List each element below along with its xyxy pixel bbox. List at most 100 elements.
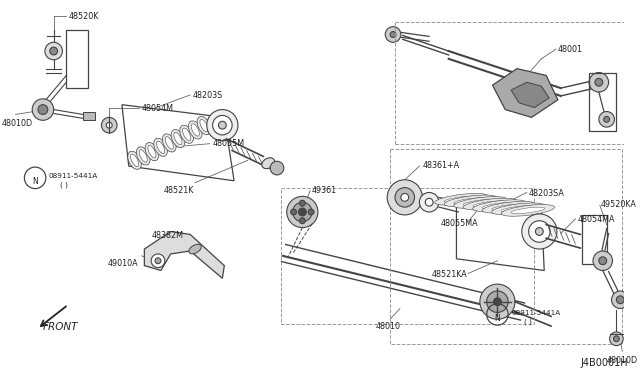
Circle shape [599,257,607,264]
Ellipse shape [191,124,199,136]
Ellipse shape [492,204,526,211]
Ellipse shape [483,202,516,209]
Ellipse shape [174,132,182,145]
Circle shape [593,251,612,270]
Ellipse shape [154,138,168,156]
Circle shape [387,180,422,215]
Circle shape [101,118,117,133]
Ellipse shape [180,125,193,143]
Bar [582,215,607,264]
Text: 48203SA: 48203SA [529,189,564,198]
Circle shape [536,228,543,235]
Ellipse shape [473,201,507,207]
Ellipse shape [131,154,139,167]
Ellipse shape [463,199,497,206]
Ellipse shape [140,150,147,162]
Circle shape [614,336,620,342]
Bar [390,148,622,344]
Circle shape [38,105,48,115]
Circle shape [291,209,296,215]
Circle shape [480,284,515,319]
Ellipse shape [182,128,191,141]
Bar [83,112,95,120]
Ellipse shape [197,116,211,135]
Circle shape [486,291,508,312]
Ellipse shape [492,203,545,215]
Text: 08911-5441A: 08911-5441A [49,173,98,179]
Circle shape [529,221,550,242]
Circle shape [612,291,629,308]
Circle shape [609,332,623,346]
Text: 48010D: 48010D [607,356,638,365]
Circle shape [32,99,54,120]
Circle shape [395,187,415,207]
Bar [67,30,88,88]
Text: 48521K: 48521K [164,186,194,195]
Text: ( ): ( ) [60,182,68,188]
Ellipse shape [148,145,156,158]
Circle shape [419,192,439,212]
Circle shape [595,78,603,86]
Ellipse shape [511,207,545,214]
Polygon shape [493,68,558,118]
Ellipse shape [165,137,173,149]
Text: 48010: 48010 [376,322,401,331]
Circle shape [308,209,314,215]
Text: 48054M: 48054M [141,104,173,113]
Ellipse shape [145,142,159,161]
Circle shape [425,198,433,206]
Circle shape [212,115,232,135]
Ellipse shape [501,205,554,216]
Circle shape [385,27,401,42]
Polygon shape [511,82,549,108]
Circle shape [270,161,284,175]
Ellipse shape [435,193,488,205]
Ellipse shape [189,244,202,254]
Circle shape [298,208,307,216]
Polygon shape [145,231,225,278]
Circle shape [390,32,396,38]
Ellipse shape [463,198,516,210]
Circle shape [522,214,557,249]
Ellipse shape [444,196,478,202]
Bar [589,73,616,131]
Text: 48001: 48001 [558,45,583,54]
Text: 48055MA: 48055MA [441,219,479,228]
Ellipse shape [136,147,150,165]
Ellipse shape [188,121,202,139]
Text: 08911-5441A: 08911-5441A [511,310,560,315]
Circle shape [292,202,312,222]
Circle shape [493,298,501,306]
Circle shape [106,122,112,128]
Circle shape [45,42,63,60]
Ellipse shape [171,129,185,148]
Ellipse shape [501,206,535,212]
Text: 48054MA: 48054MA [577,215,615,224]
Ellipse shape [200,119,208,132]
Text: 48055M: 48055M [212,139,244,148]
Ellipse shape [444,195,497,207]
Text: J4B0001H: J4B0001H [580,358,628,368]
Text: 48521KA: 48521KA [432,270,468,279]
Bar [281,187,534,324]
Text: 49010A: 49010A [108,259,138,268]
Text: N: N [32,177,38,186]
Circle shape [300,200,305,206]
Circle shape [287,196,318,228]
Text: 48010D: 48010D [2,119,33,128]
Circle shape [155,258,161,264]
Text: ( ): ( ) [524,318,532,325]
Circle shape [50,47,58,55]
Circle shape [401,193,409,201]
Circle shape [616,296,624,304]
Ellipse shape [163,134,176,152]
Ellipse shape [157,141,164,154]
Circle shape [599,112,614,127]
Circle shape [589,73,609,92]
Text: 48361+A: 48361+A [422,161,460,170]
Ellipse shape [262,158,275,169]
Text: FRONT: FRONT [43,322,79,332]
Ellipse shape [454,198,488,204]
Text: 48203S: 48203S [192,91,222,100]
Circle shape [300,218,305,224]
